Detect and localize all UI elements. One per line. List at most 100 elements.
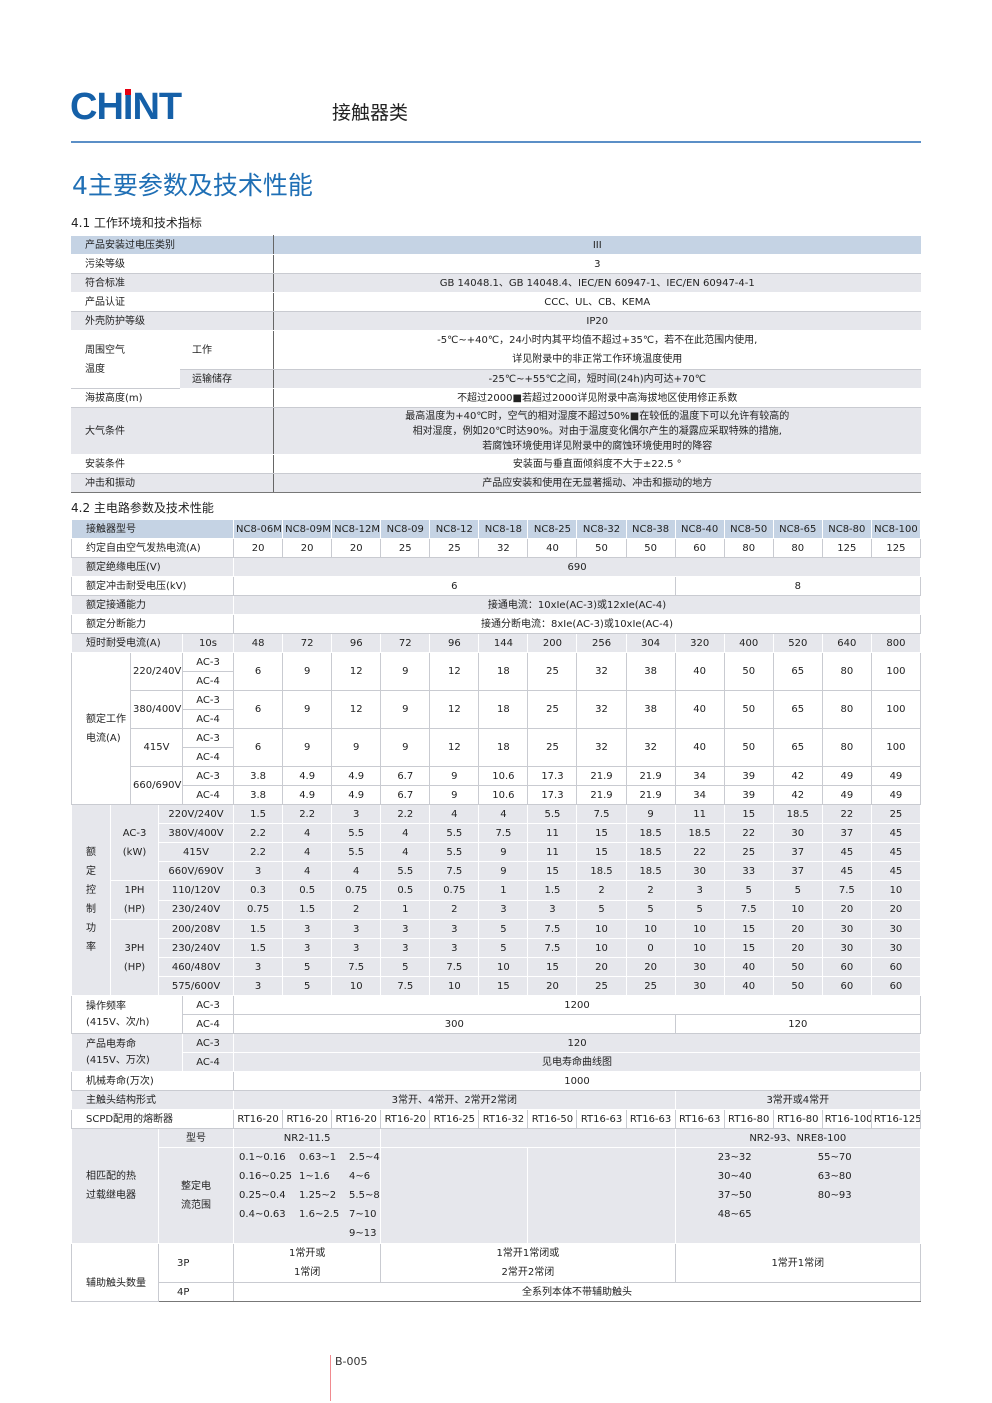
table-cell: 4 [380,842,431,862]
table-cell: 15 [723,919,774,939]
table-cell: 9 [478,842,529,862]
table-cell: 125 [870,538,922,558]
table-cell: 2 [429,899,480,920]
table-cell: RT16-25 [429,1109,480,1129]
table-cell: 5 [478,938,529,958]
table-row: 额定绝缘电压(V) 690 [70,557,921,577]
table-row: 产品电寿命 (415V、万次) AC-3 120 [71,1033,921,1072]
table-row: 415V AC-3 6 9 9 9 12 18 25 32 32 40 50 65 80 100 [72,728,922,767]
table-cell: 15 [723,938,774,958]
table-cell: 5.5 [429,823,480,843]
table-cell: 21.9 [576,785,627,805]
table-cell: 10 [674,919,725,939]
table-cell: 3 [380,938,431,958]
table-cell: 40 [723,957,774,977]
range-value: 2.5~4 [349,1152,380,1163]
table-cell: 3 [429,938,480,958]
main-circuit-table: 接触器型号 NC8-06M NC8-09M NC8-12M NC8-09 NC8-12 NC… [70,519,922,1302]
table-cell: 5 [576,899,627,920]
table-cell: 9 [282,690,333,729]
table-cell: 5.5 [527,804,578,824]
table-cell: 3.8 [233,766,284,786]
table-cell: 6 [233,690,284,729]
table-cell: 34 [674,785,725,805]
table-cell: 40 [674,690,725,729]
table-cell: 6 [233,652,284,691]
table-row: AC-4 [72,709,921,729]
table-cell: 7.5 [576,804,627,824]
table-cell: 25 [429,538,480,558]
table-cell: 18.5 [576,861,627,881]
table-cell: 3.8 [233,785,284,805]
table-cell: 640 [821,633,872,653]
table-cell: 7.5 [723,899,774,920]
table-cell: 80 [772,538,823,558]
table-cell: 60 [821,957,872,977]
table-cell: 12 [429,652,480,691]
table-cell: 9 [282,652,333,691]
table-cell: 5 [380,957,431,977]
table-cell: 60 [821,976,872,996]
range-value: 1.25~2 [299,1190,337,1201]
table-cell: 38 [625,652,676,691]
table-row: 230/240V 0.75 1.5 2 1 2 3 3 5 5 5 7.5 10 20 20 [72,899,922,920]
table-row: 大气条件 最高温度为+40℃时，空气的相对湿度不超过50%■在较低的温度下可以允许… [71,407,921,455]
table-cell: RT16-32 [478,1109,529,1129]
table-cell: NC8-18 [478,519,529,539]
table-row: 周围空气温度 工作 -5℃~+40℃，24小时内其平均值不超过+35℃，若不在此… [71,330,921,389]
section-title: 4主要参数及技术性能 [72,171,313,200]
table-row: AC-4 [72,671,921,691]
table-cell: 7.5 [331,957,382,977]
table-cell: 20 [527,976,578,996]
table-cell: 1 [478,880,529,901]
table-cell: 4 [282,861,333,881]
table-cell: 7.5 [380,976,431,996]
table-cell: NC8-09M [282,519,333,539]
range-value: 9~13 [349,1228,377,1239]
range-value: 4~6 [349,1171,371,1182]
table-cell: 9 [282,728,333,767]
range-value: 0.25~0.4 [239,1190,286,1201]
table-cell: 5.5 [429,842,480,862]
table-row: 符合标准 GB 14048.1、GB 14048.4、IEC/EN 60947-1… [71,273,921,293]
table-cell: NC8-25 [527,519,578,539]
table-cell: 5 [723,880,774,901]
table-cell: 18.5 [625,861,676,881]
table-cell: 96 [331,633,382,653]
table-cell: 6.7 [380,766,431,786]
table-cell: 37 [772,861,823,881]
table-cell: 40 [527,538,578,558]
table-cell: 3 [282,938,333,958]
table-cell: 34 [674,766,725,786]
table-cell: NC8-40 [674,519,725,539]
table-cell: RT16-80 [723,1109,774,1129]
table-cell: RT16-63 [576,1109,627,1129]
table-cell: 4 [282,842,333,862]
table-cell: 60 [870,976,922,996]
table-cell: 10 [478,957,529,977]
table-cell: 7.5 [527,938,578,958]
table-cell: 4.9 [331,766,382,786]
table-row: 运输储存 -25℃~+55℃之间，短时间(24h)内可达+70℃ [71,369,921,389]
table-cell: 11 [527,842,578,862]
table-row: 660/690V AC-3 3.8 4.9 4.9 6.7 9 10.6 17.3 21.9 21.… [72,766,922,805]
table-row: 460/480V 3 5 7.5 5 7.5 10 15 20 20 30 40 50 60 60 [72,957,922,977]
table-row: 230/240V 1.5 3 3 3 3 5 7.5 10 0 10 15 20 30 30 [72,938,922,958]
table-row: 380V/400V 2.2 4 5.5 4 5.5 7.5 11 15 18.5 18.5 22 30 3… [72,823,922,843]
table-cell: 17.3 [527,766,578,786]
table-cell: 10 [870,880,922,901]
table-row: 额定冲击耐受电压(kV) 6 8 [70,576,922,596]
table-row: 安装条件 安装面与垂直面倾斜度不大于±22.5 ° [71,454,921,474]
table-cell: 520 [772,633,823,653]
table-cell: 15 [723,804,774,824]
table-cell: 65 [772,728,823,767]
table-cell: 3 [527,899,578,920]
table-cell: 20 [576,957,627,977]
table-row: 相匹配的热 过载继电器 型号 NR2-11.5 NR2-93、NRE8-100 [71,1128,922,1244]
table-cell: 10.6 [478,785,529,805]
table-cell: 30 [674,976,725,996]
table-row: 机械寿命(万次) 1000 [70,1071,921,1091]
table-cell: 30 [674,861,725,881]
table-cell: 32 [576,690,627,729]
table-cell: 30 [870,919,922,939]
